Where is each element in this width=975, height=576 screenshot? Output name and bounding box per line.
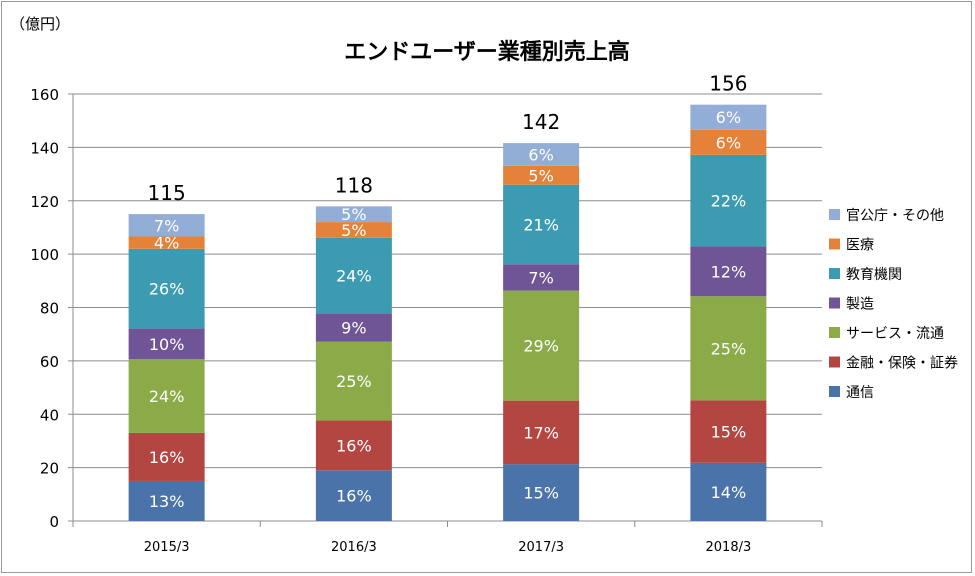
bar-segment xyxy=(690,154,767,247)
data-label: 6% xyxy=(716,133,741,152)
legend-swatch xyxy=(829,238,840,250)
legend-label: 金融・保険・証券 xyxy=(846,356,958,372)
bars: 13%16%24%10%26%4%7%11516%16%25%9%24%5%5%… xyxy=(128,72,767,521)
y-tick-label: 120 xyxy=(30,193,59,211)
data-label: 24% xyxy=(336,267,372,286)
bar-segment xyxy=(315,237,392,314)
bar-segment xyxy=(315,420,392,471)
y-tick-label: 60 xyxy=(40,353,59,371)
x-tick-label: 2016/3 xyxy=(331,540,377,555)
data-label: 7% xyxy=(154,216,179,235)
data-label: 15% xyxy=(711,423,747,442)
legend-swatch xyxy=(829,386,840,397)
bar-segment xyxy=(503,290,580,401)
bar-segment xyxy=(128,236,205,249)
legend-label: 官公庁・その他 xyxy=(846,208,944,224)
data-label: 25% xyxy=(336,372,372,391)
data-label: 14% xyxy=(711,483,747,502)
bar-segment xyxy=(503,143,580,166)
total-label: 118 xyxy=(335,173,373,197)
bar-segment xyxy=(315,313,392,342)
bar-segment xyxy=(690,246,767,297)
total-label: 156 xyxy=(709,72,747,96)
bar-segment xyxy=(503,400,580,465)
legend-swatch xyxy=(829,268,840,279)
y-tick-label: 80 xyxy=(40,300,59,318)
legend-swatch xyxy=(829,356,840,368)
x-tick-label: 2015/3 xyxy=(144,540,190,555)
bar-segment xyxy=(315,222,392,238)
data-label: 12% xyxy=(711,262,747,281)
data-label: 10% xyxy=(149,335,185,354)
bar-segment xyxy=(690,129,767,155)
bar-segment xyxy=(128,480,205,521)
total-label: 115 xyxy=(148,181,186,205)
data-label: 4% xyxy=(154,234,179,253)
data-label: 6% xyxy=(716,108,741,127)
data-label: 25% xyxy=(711,339,747,358)
axes: 0 20 40 60 80 100 120 140 160 2015/3 2016/3 2017/3 2… xyxy=(30,86,823,555)
bar-segment xyxy=(128,214,205,237)
data-label: 9% xyxy=(341,319,366,338)
data-label: 16% xyxy=(336,436,372,455)
data-label: 24% xyxy=(149,387,185,406)
chart-title: エンドユーザー業種別売上高 xyxy=(344,39,630,65)
bar-segment xyxy=(690,296,767,401)
data-label: 7% xyxy=(528,268,553,287)
y-tick-label: 140 xyxy=(30,139,59,157)
data-label: 5% xyxy=(341,221,366,240)
bar-segment xyxy=(315,470,392,521)
y-tick-label: 160 xyxy=(30,86,59,104)
legend-swatch xyxy=(829,209,840,220)
bar-segment xyxy=(128,359,205,433)
data-label: 22% xyxy=(711,192,747,211)
legend-label: 製造 xyxy=(846,297,874,313)
bar-segment xyxy=(503,184,580,265)
data-label: 13% xyxy=(149,492,185,511)
data-label: 5% xyxy=(528,166,553,185)
y-tick-label: 100 xyxy=(30,246,59,264)
data-label: 17% xyxy=(523,423,559,442)
legend-label: サービス・流通 xyxy=(846,326,944,342)
y-axis-unit-label: （億円） xyxy=(10,15,70,33)
data-label: 21% xyxy=(523,216,559,235)
y-tick-label: 20 xyxy=(40,460,59,478)
bar-segment xyxy=(503,165,580,185)
legend-label: 教育機関 xyxy=(846,267,902,283)
bar-segment xyxy=(315,341,392,421)
legend-label: 通信 xyxy=(846,385,874,401)
bar-segment xyxy=(503,264,580,291)
bar-segment xyxy=(690,400,767,463)
data-label: 29% xyxy=(523,337,559,356)
legend-label: 医療 xyxy=(846,237,874,254)
bar-segment xyxy=(315,206,392,223)
x-tick-label: 2018/3 xyxy=(706,540,752,555)
bar-segment xyxy=(128,432,205,481)
data-label: 16% xyxy=(149,448,185,467)
y-tick-label: 0 xyxy=(49,513,59,531)
bar-segment xyxy=(128,328,205,360)
x-tick-label: 2017/3 xyxy=(518,540,564,555)
total-label: 142 xyxy=(522,110,560,134)
legend-swatch xyxy=(829,327,840,338)
data-label: 5% xyxy=(341,205,366,224)
bar-segment xyxy=(128,248,205,329)
legend-swatch xyxy=(829,297,840,309)
y-tick-label: 40 xyxy=(40,406,59,424)
bar-segment xyxy=(690,104,767,130)
data-label: 15% xyxy=(523,484,559,503)
bar-segment xyxy=(503,464,580,521)
data-label: 26% xyxy=(149,280,185,299)
data-label: 6% xyxy=(528,145,553,164)
data-label: 16% xyxy=(336,487,372,506)
bar-segment xyxy=(690,462,767,521)
